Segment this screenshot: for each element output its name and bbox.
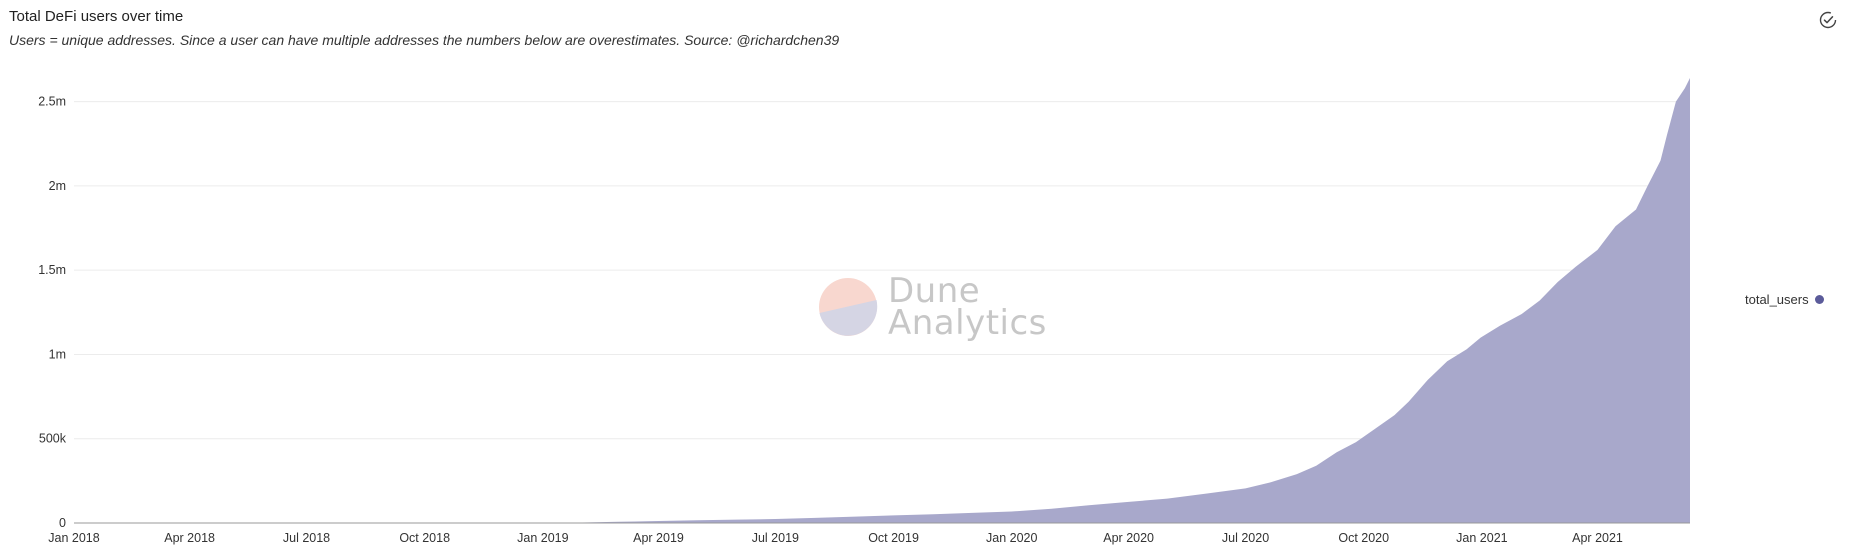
watermark-line2: Analytics xyxy=(888,303,1047,343)
watermark: Dune Analytics xyxy=(818,271,1047,343)
x-tick-label: Jul 2018 xyxy=(283,531,330,545)
y-tick-label: 0 xyxy=(59,516,66,530)
x-tick-label: Apr 2020 xyxy=(1103,531,1154,545)
x-tick-label: Jan 2020 xyxy=(986,531,1037,545)
x-tick-label: Jan 2018 xyxy=(48,531,99,545)
dune-logo-icon xyxy=(819,278,878,336)
x-tick-label: Apr 2021 xyxy=(1572,531,1623,545)
x-tick-label: Oct 2018 xyxy=(399,531,450,545)
x-tick-label: Apr 2018 xyxy=(164,531,215,545)
x-tick-label: Jan 2021 xyxy=(1456,531,1507,545)
x-tick-label: Jul 2020 xyxy=(1222,531,1269,545)
x-tick-label: Jan 2019 xyxy=(517,531,568,545)
watermark-line1: Dune xyxy=(888,271,981,311)
legend-item-total-users[interactable]: total_users xyxy=(1745,292,1824,307)
y-tick-label: 1m xyxy=(49,347,66,361)
series-area-total-users xyxy=(74,78,1690,523)
x-tick-label: Oct 2020 xyxy=(1338,531,1389,545)
legend-label: total_users xyxy=(1745,292,1809,307)
x-tick-label: Jul 2019 xyxy=(752,531,799,545)
y-tick-label: 2.5m xyxy=(38,95,66,109)
y-tick-label: 1.5m xyxy=(38,263,66,277)
y-tick-label: 500k xyxy=(39,432,67,446)
x-tick-label: Apr 2019 xyxy=(633,531,684,545)
x-tick-label: Oct 2019 xyxy=(868,531,919,545)
chart-title: Total DeFi users over time xyxy=(9,8,184,25)
chart-subtitle: Users = unique addresses. Since a user c… xyxy=(9,32,840,48)
legend-marker xyxy=(1814,295,1824,304)
check-circle-icon[interactable] xyxy=(1818,10,1838,30)
y-tick-label: 2m xyxy=(49,179,66,193)
